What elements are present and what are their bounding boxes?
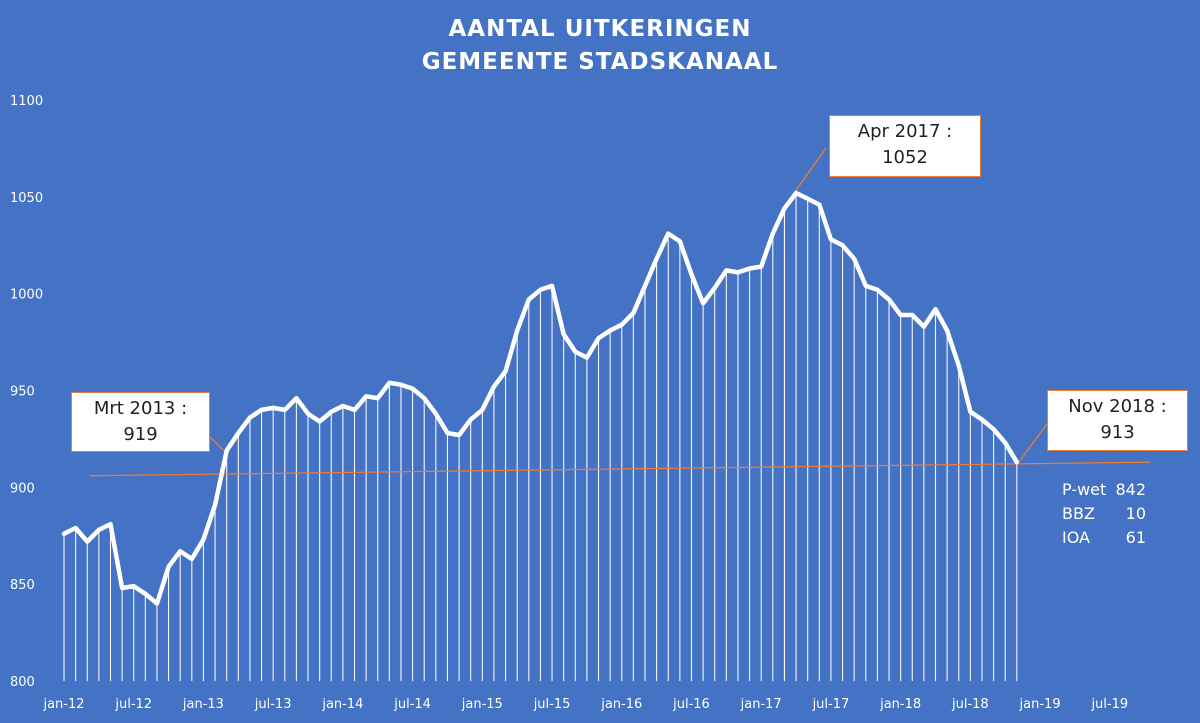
x-tick-label: jan-13 (182, 697, 224, 712)
callout-value: 919 (123, 424, 158, 445)
x-tick-label: jul-17 (812, 697, 850, 712)
x-tick-label: jul-18 (951, 697, 989, 712)
x-tick-label: jul-14 (393, 697, 431, 712)
x-tick-label: jan-12 (42, 697, 84, 712)
callout-value: 913 (1100, 422, 1135, 443)
x-tick-label: jan-14 (321, 697, 363, 712)
callout-label: Nov 2018 : (1068, 396, 1167, 417)
leader-line (793, 147, 827, 194)
x-axis-labels: jan-12 jul-12 jan-13 jul-13 jan-14 jul-14 jan-… (42, 697, 1128, 712)
trendline (89, 461, 1151, 477)
chart-title: AANTAL UITKERINGEN (448, 16, 752, 42)
breakdown-row-pwet: P-wet 842 (1062, 478, 1146, 502)
breakdown-label: P-wet (1062, 480, 1107, 499)
x-tick-label: jul-13 (254, 697, 292, 712)
y-tick-label: 1050 (10, 191, 43, 206)
y-tick-label: 800 (10, 675, 35, 690)
x-tick-label: jan-16 (600, 697, 642, 712)
callout-label: Apr 2017 : (857, 121, 953, 142)
breakdown-label: IOA (1062, 528, 1090, 547)
y-tick-label: 850 (10, 578, 35, 593)
benefit-breakdown: P-wet 842 BBZ 10 IOA 61 (1062, 478, 1146, 550)
x-tick-label: jan-19 (1019, 697, 1061, 712)
y-tick-label: 1100 (10, 94, 43, 109)
callout-apr-2017: Apr 2017 : 1052 (829, 115, 981, 177)
x-tick-label: jan-17 (740, 697, 782, 712)
x-tick-label: jan-15 (461, 697, 503, 712)
breakdown-value: 61 (1125, 528, 1146, 547)
callout-label: Mrt 2013 : (93, 398, 188, 419)
breakdown-row-ioa: IOA 61 (1062, 526, 1146, 550)
x-tick-label: jul-19 (1090, 697, 1128, 712)
breakdown-value: 10 (1125, 504, 1146, 523)
y-axis-labels: 800 850 900 950 1000 1050 1100 (10, 94, 43, 690)
y-tick-label: 950 (10, 385, 35, 400)
drop-lines (63, 192, 1018, 681)
y-tick-label: 900 (10, 481, 35, 496)
series-line (61, 190, 1020, 606)
chart-subtitle: GEMEENTE STADSKANAAL (421, 49, 779, 75)
breakdown-value: 842 (1115, 480, 1146, 499)
callout-value: 1052 (882, 147, 928, 168)
x-tick-label: jul-15 (533, 697, 571, 712)
y-tick-label: 1000 (10, 288, 43, 303)
x-tick-label: jul-16 (672, 697, 710, 712)
x-tick-label: jul-12 (114, 697, 152, 712)
callout-mrt-2013: Mrt 2013 : 919 (71, 392, 210, 452)
leader-line (1018, 419, 1051, 463)
breakdown-label: BBZ (1062, 504, 1095, 523)
x-tick-label: jan-18 (879, 697, 921, 712)
callout-nov-2018: Nov 2018 : 913 (1047, 390, 1188, 451)
breakdown-row-bbz: BBZ 10 (1062, 502, 1146, 526)
